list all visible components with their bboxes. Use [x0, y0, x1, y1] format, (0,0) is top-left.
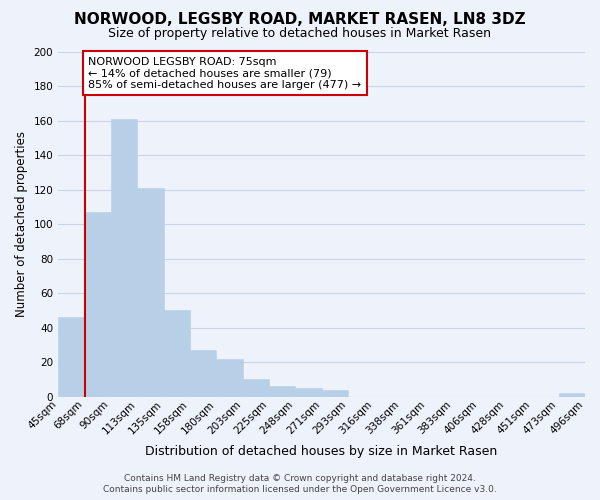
- Bar: [190, 350, 216, 397]
- Text: NORWOOD, LEGSBY ROAD, MARKET RASEN, LN8 3DZ: NORWOOD, LEGSBY ROAD, MARKET RASEN, LN8 …: [74, 12, 526, 26]
- Bar: [164, 310, 190, 396]
- Text: Contains HM Land Registry data © Crown copyright and database right 2024.
Contai: Contains HM Land Registry data © Crown c…: [103, 474, 497, 494]
- Bar: [111, 119, 137, 396]
- Bar: [269, 386, 295, 396]
- Bar: [295, 388, 322, 396]
- Bar: [137, 188, 164, 396]
- Y-axis label: Number of detached properties: Number of detached properties: [15, 131, 28, 317]
- Bar: [242, 380, 269, 396]
- X-axis label: Distribution of detached houses by size in Market Rasen: Distribution of detached houses by size …: [145, 444, 498, 458]
- Bar: [58, 317, 85, 396]
- Text: NORWOOD LEGSBY ROAD: 75sqm
← 14% of detached houses are smaller (79)
85% of semi: NORWOOD LEGSBY ROAD: 75sqm ← 14% of deta…: [88, 56, 362, 90]
- Bar: [216, 358, 242, 397]
- Bar: [85, 212, 111, 396]
- Text: Size of property relative to detached houses in Market Rasen: Size of property relative to detached ho…: [109, 28, 491, 40]
- Bar: [322, 390, 348, 396]
- Bar: [559, 393, 585, 396]
